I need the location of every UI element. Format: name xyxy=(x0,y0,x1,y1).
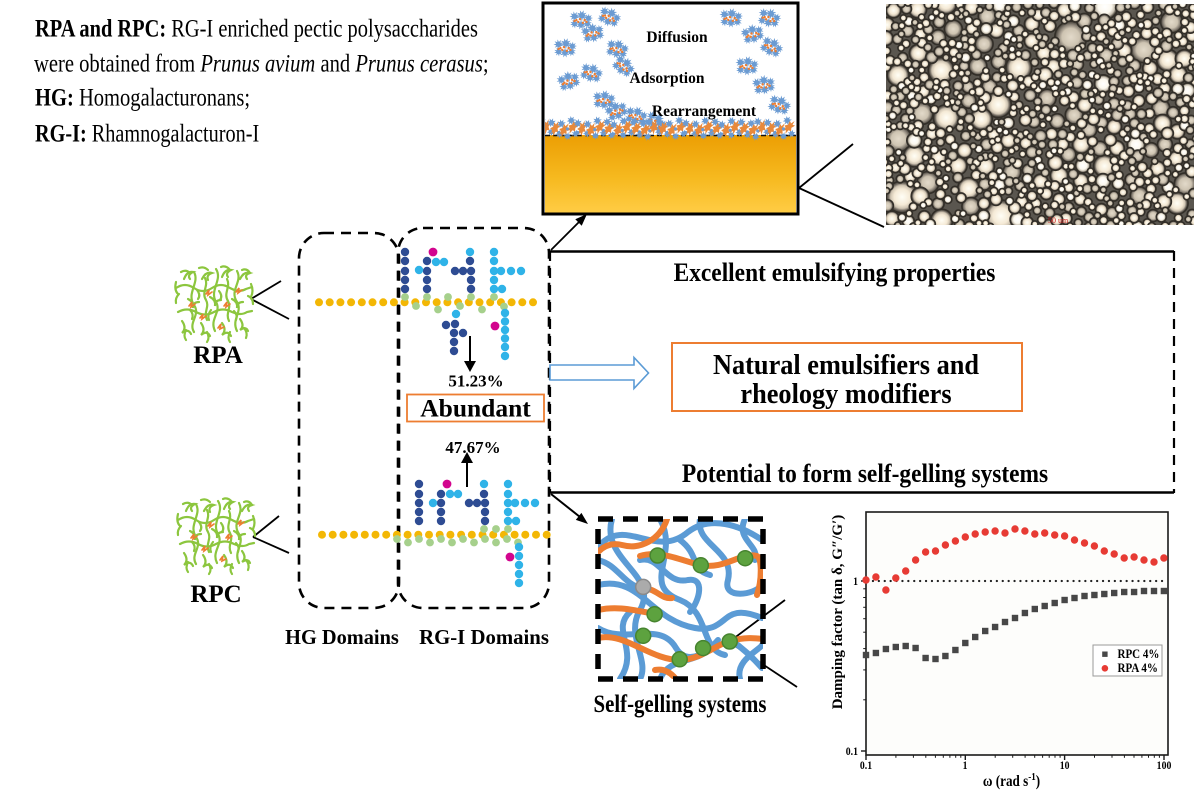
svg-text:RG-I: Rhamnogalacturon-I: RG-I: Rhamnogalacturon-I xyxy=(35,120,259,147)
svg-text:Damping factor (tan δ, G″/G′): Damping factor (tan δ, G″/G′) xyxy=(830,515,846,710)
svg-text:RPA: RPA xyxy=(193,342,243,369)
svg-text:100: 100 xyxy=(1157,759,1172,772)
svg-text:47.67%: 47.67% xyxy=(445,438,500,457)
svg-text:1: 1 xyxy=(963,759,968,772)
svg-text:0.1: 0.1 xyxy=(860,759,872,772)
svg-text:Abundant: Abundant xyxy=(420,394,531,423)
svg-text:were obtained from Prunus aviu: were obtained from Prunus avium and Prun… xyxy=(34,50,489,77)
svg-text:Self-gelling systems: Self-gelling systems xyxy=(594,690,767,717)
svg-text:RPC: RPC xyxy=(190,581,241,608)
svg-text:Diffusion: Diffusion xyxy=(646,29,708,46)
svg-text:ω (rad s-1): ω (rad s-1) xyxy=(983,771,1040,790)
svg-text:RPA 4%: RPA 4% xyxy=(1118,661,1158,675)
svg-text:Adsorption: Adsorption xyxy=(630,70,705,87)
svg-text:HG: Homogalacturonans;: HG: Homogalacturonans; xyxy=(35,84,250,111)
svg-text:Potential to form self-gelling: Potential to form self-gelling systems xyxy=(682,460,1049,488)
svg-text:0.1: 0.1 xyxy=(846,745,858,758)
svg-text:50 um: 50 um xyxy=(1048,216,1069,225)
svg-text:10: 10 xyxy=(1060,759,1070,772)
svg-text:Natural emulsifiers and: Natural emulsifiers and xyxy=(713,349,979,380)
svg-text:HG Domains: HG Domains xyxy=(285,627,399,649)
svg-text:rheology modifiers: rheology modifiers xyxy=(740,378,951,409)
svg-text:51.23%: 51.23% xyxy=(448,372,503,391)
svg-text:RG-I Domains: RG-I Domains xyxy=(419,625,549,649)
svg-text:Excellent emulsifying properti: Excellent emulsifying properties xyxy=(674,259,996,287)
svg-text:RPA and RPC: RG-I enriched pec: RPA and RPC: RG-I enriched pectic polysa… xyxy=(35,15,478,42)
svg-text:1: 1 xyxy=(853,575,858,588)
svg-text:RPC 4%: RPC 4% xyxy=(1118,647,1160,661)
svg-text:Rearrangement: Rearrangement xyxy=(652,103,757,120)
